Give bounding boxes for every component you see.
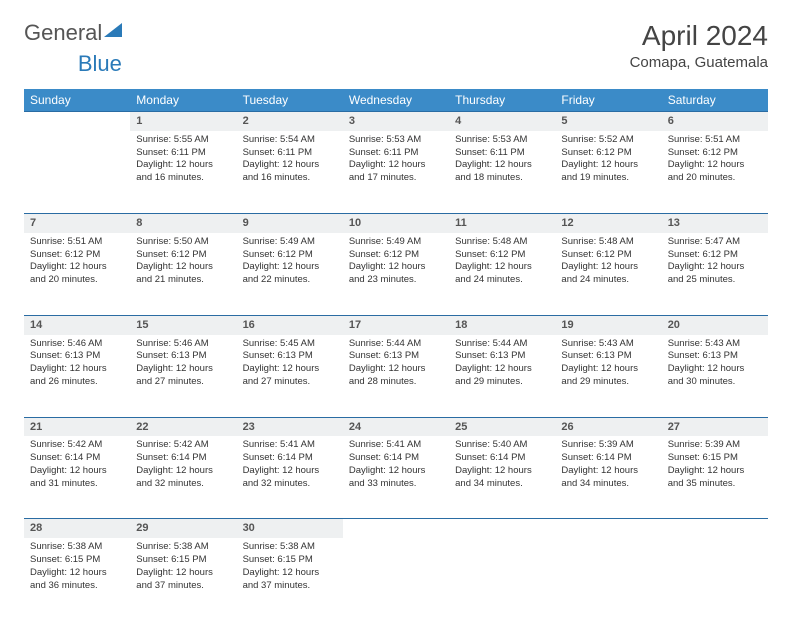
day-number-cell: 9 bbox=[237, 213, 343, 232]
day-number-cell: 8 bbox=[130, 213, 236, 232]
day-content-cell: Sunrise: 5:41 AMSunset: 6:14 PMDaylight:… bbox=[343, 436, 449, 519]
day-content-cell bbox=[555, 538, 661, 620]
brand-part2: Blue bbox=[78, 51, 122, 76]
month-title: April 2024 bbox=[630, 20, 768, 52]
location-label: Comapa, Guatemala bbox=[630, 54, 768, 71]
day-content-cell: Sunrise: 5:54 AMSunset: 6:11 PMDaylight:… bbox=[237, 131, 343, 214]
day-number-cell: 3 bbox=[343, 112, 449, 131]
day-number-cell: 4 bbox=[449, 112, 555, 131]
day-content-row: Sunrise: 5:42 AMSunset: 6:14 PMDaylight:… bbox=[24, 436, 768, 519]
day-content-cell: Sunrise: 5:44 AMSunset: 6:13 PMDaylight:… bbox=[343, 335, 449, 418]
day-content-cell: Sunrise: 5:43 AMSunset: 6:13 PMDaylight:… bbox=[662, 335, 768, 418]
day-content-cell: Sunrise: 5:41 AMSunset: 6:14 PMDaylight:… bbox=[237, 436, 343, 519]
day-number-cell: 6 bbox=[662, 112, 768, 131]
day-content-cell: Sunrise: 5:51 AMSunset: 6:12 PMDaylight:… bbox=[662, 131, 768, 214]
day-content-cell: Sunrise: 5:39 AMSunset: 6:14 PMDaylight:… bbox=[555, 436, 661, 519]
day-number-cell: 11 bbox=[449, 213, 555, 232]
weekday-header: Saturday bbox=[662, 89, 768, 112]
day-content-cell: Sunrise: 5:49 AMSunset: 6:12 PMDaylight:… bbox=[343, 233, 449, 316]
day-content-cell: Sunrise: 5:52 AMSunset: 6:12 PMDaylight:… bbox=[555, 131, 661, 214]
day-number-cell: 25 bbox=[449, 417, 555, 436]
day-number-cell: 27 bbox=[662, 417, 768, 436]
day-content-cell bbox=[449, 538, 555, 620]
day-content-cell: Sunrise: 5:42 AMSunset: 6:14 PMDaylight:… bbox=[24, 436, 130, 519]
day-number-cell: 26 bbox=[555, 417, 661, 436]
day-number-cell bbox=[24, 112, 130, 131]
day-number-cell: 13 bbox=[662, 213, 768, 232]
day-content-cell: Sunrise: 5:46 AMSunset: 6:13 PMDaylight:… bbox=[24, 335, 130, 418]
day-content-cell: Sunrise: 5:53 AMSunset: 6:11 PMDaylight:… bbox=[449, 131, 555, 214]
day-content-cell: Sunrise: 5:45 AMSunset: 6:13 PMDaylight:… bbox=[237, 335, 343, 418]
day-number-cell bbox=[662, 519, 768, 538]
day-number-cell: 28 bbox=[24, 519, 130, 538]
day-number-row: 14151617181920 bbox=[24, 315, 768, 334]
day-number-row: 21222324252627 bbox=[24, 417, 768, 436]
day-content-cell: Sunrise: 5:49 AMSunset: 6:12 PMDaylight:… bbox=[237, 233, 343, 316]
day-content-cell: Sunrise: 5:42 AMSunset: 6:14 PMDaylight:… bbox=[130, 436, 236, 519]
weekday-header: Wednesday bbox=[343, 89, 449, 112]
day-number-cell: 21 bbox=[24, 417, 130, 436]
weekday-header: Monday bbox=[130, 89, 236, 112]
day-number-cell: 30 bbox=[237, 519, 343, 538]
day-number-cell bbox=[343, 519, 449, 538]
weekday-header: Thursday bbox=[449, 89, 555, 112]
day-number-cell bbox=[449, 519, 555, 538]
day-number-cell: 15 bbox=[130, 315, 236, 334]
day-content-row: Sunrise: 5:46 AMSunset: 6:13 PMDaylight:… bbox=[24, 335, 768, 418]
day-number-row: 282930 bbox=[24, 519, 768, 538]
day-content-cell: Sunrise: 5:38 AMSunset: 6:15 PMDaylight:… bbox=[24, 538, 130, 620]
day-content-cell: Sunrise: 5:53 AMSunset: 6:11 PMDaylight:… bbox=[343, 131, 449, 214]
day-number-cell: 22 bbox=[130, 417, 236, 436]
day-content-cell: Sunrise: 5:39 AMSunset: 6:15 PMDaylight:… bbox=[662, 436, 768, 519]
title-block: April 2024 Comapa, Guatemala bbox=[630, 20, 768, 71]
day-number-cell: 24 bbox=[343, 417, 449, 436]
day-number-cell: 18 bbox=[449, 315, 555, 334]
day-content-cell: Sunrise: 5:40 AMSunset: 6:14 PMDaylight:… bbox=[449, 436, 555, 519]
weekday-header: Tuesday bbox=[237, 89, 343, 112]
day-content-cell: Sunrise: 5:44 AMSunset: 6:13 PMDaylight:… bbox=[449, 335, 555, 418]
day-content-cell bbox=[343, 538, 449, 620]
day-content-cell bbox=[24, 131, 130, 214]
weekday-header-row: SundayMondayTuesdayWednesdayThursdayFrid… bbox=[24, 89, 768, 112]
day-number-row: 78910111213 bbox=[24, 213, 768, 232]
brand-logo: General bbox=[24, 20, 122, 46]
day-number-cell: 12 bbox=[555, 213, 661, 232]
day-number-cell: 10 bbox=[343, 213, 449, 232]
brand-part1: General bbox=[24, 20, 102, 46]
day-number-cell: 2 bbox=[237, 112, 343, 131]
day-content-cell: Sunrise: 5:38 AMSunset: 6:15 PMDaylight:… bbox=[237, 538, 343, 620]
logo-shape-icon bbox=[104, 23, 122, 37]
day-content-row: Sunrise: 5:38 AMSunset: 6:15 PMDaylight:… bbox=[24, 538, 768, 620]
day-number-cell: 5 bbox=[555, 112, 661, 131]
day-content-cell: Sunrise: 5:46 AMSunset: 6:13 PMDaylight:… bbox=[130, 335, 236, 418]
day-content-row: Sunrise: 5:55 AMSunset: 6:11 PMDaylight:… bbox=[24, 131, 768, 214]
calendar-table: SundayMondayTuesdayWednesdayThursdayFrid… bbox=[24, 89, 768, 620]
day-number-cell: 17 bbox=[343, 315, 449, 334]
day-number-cell: 14 bbox=[24, 315, 130, 334]
day-content-row: Sunrise: 5:51 AMSunset: 6:12 PMDaylight:… bbox=[24, 233, 768, 316]
day-number-cell: 16 bbox=[237, 315, 343, 334]
day-content-cell: Sunrise: 5:43 AMSunset: 6:13 PMDaylight:… bbox=[555, 335, 661, 418]
day-content-cell: Sunrise: 5:50 AMSunset: 6:12 PMDaylight:… bbox=[130, 233, 236, 316]
day-content-cell bbox=[662, 538, 768, 620]
day-number-cell: 7 bbox=[24, 213, 130, 232]
day-number-cell: 1 bbox=[130, 112, 236, 131]
day-content-cell: Sunrise: 5:38 AMSunset: 6:15 PMDaylight:… bbox=[130, 538, 236, 620]
day-number-cell: 19 bbox=[555, 315, 661, 334]
weekday-header: Friday bbox=[555, 89, 661, 112]
day-number-cell: 23 bbox=[237, 417, 343, 436]
day-content-cell: Sunrise: 5:48 AMSunset: 6:12 PMDaylight:… bbox=[449, 233, 555, 316]
day-number-cell: 29 bbox=[130, 519, 236, 538]
day-content-cell: Sunrise: 5:51 AMSunset: 6:12 PMDaylight:… bbox=[24, 233, 130, 316]
day-content-cell: Sunrise: 5:47 AMSunset: 6:12 PMDaylight:… bbox=[662, 233, 768, 316]
day-number-row: 123456 bbox=[24, 112, 768, 131]
day-number-cell bbox=[555, 519, 661, 538]
day-content-cell: Sunrise: 5:48 AMSunset: 6:12 PMDaylight:… bbox=[555, 233, 661, 316]
weekday-header: Sunday bbox=[24, 89, 130, 112]
day-content-cell: Sunrise: 5:55 AMSunset: 6:11 PMDaylight:… bbox=[130, 131, 236, 214]
day-number-cell: 20 bbox=[662, 315, 768, 334]
